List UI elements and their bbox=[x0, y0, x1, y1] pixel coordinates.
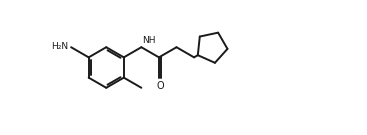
Text: H₂N: H₂N bbox=[52, 42, 69, 51]
Text: NH: NH bbox=[142, 36, 155, 45]
Text: O: O bbox=[156, 81, 164, 91]
